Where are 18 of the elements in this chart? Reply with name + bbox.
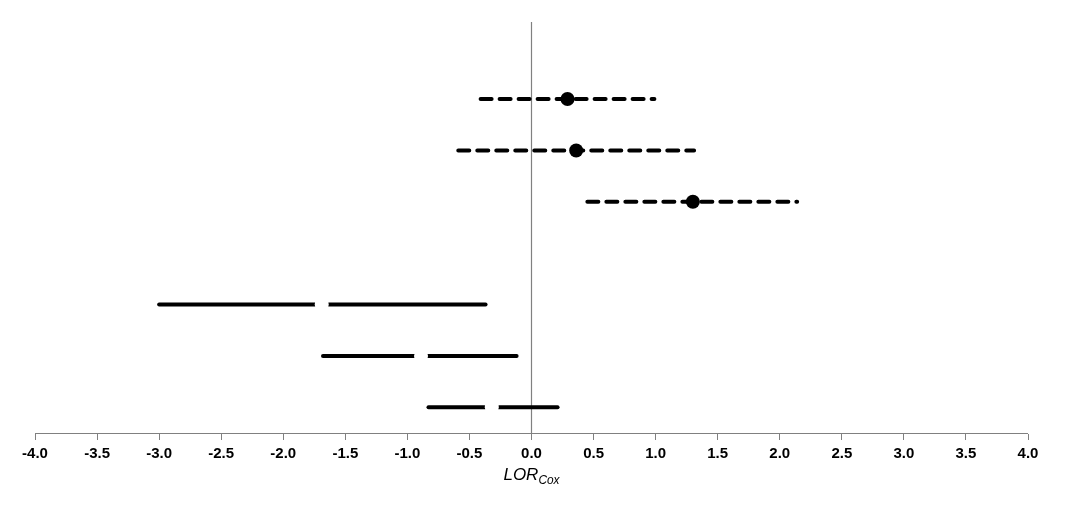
x-tick-label: 0.0 <box>521 444 542 462</box>
x-tick-label: -4.0 <box>22 444 48 462</box>
x-tick-label: -3.0 <box>146 444 173 462</box>
x-tick-label: -2.0 <box>270 444 297 462</box>
x-tick-label: -3.5 <box>84 444 110 462</box>
x-tick-label: -1.0 <box>394 444 421 462</box>
x-tick-label: -2.5 <box>208 444 235 462</box>
x-tick-label: 1.5 <box>707 444 729 462</box>
x-tick-label: 3.5 <box>955 444 977 462</box>
x-tick-label: 2.0 <box>769 444 791 462</box>
x-tick-label: -0.5 <box>456 444 483 462</box>
x-tick-label: 2.5 <box>831 444 853 462</box>
x-tick-label: 1.0 <box>645 444 667 462</box>
x-tick-label: 0.5 <box>583 444 604 462</box>
x-tick-label: 3.0 <box>893 444 915 462</box>
x-tick-label: -1.5 <box>332 444 359 462</box>
x-tick-label: 4.0 <box>1017 444 1039 462</box>
x-axis-title: LOR$_{Cox}$ <box>503 465 561 488</box>
